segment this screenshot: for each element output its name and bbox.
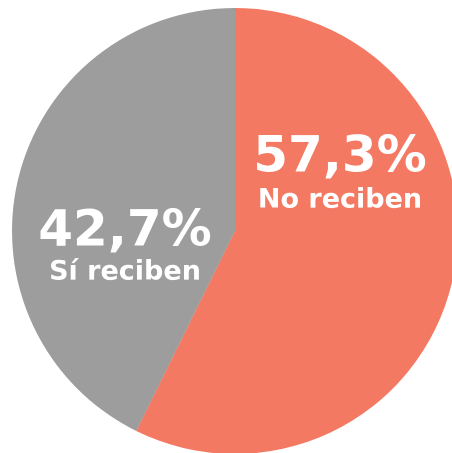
pie-slice [11, 8, 235, 431]
category-label: Sí reciben [49, 256, 201, 287]
value-label: 57,3% [253, 126, 426, 184]
pie-slice [136, 8, 452, 453]
value-label: 42,7% [38, 200, 211, 258]
category-label: No reciben [258, 184, 422, 215]
